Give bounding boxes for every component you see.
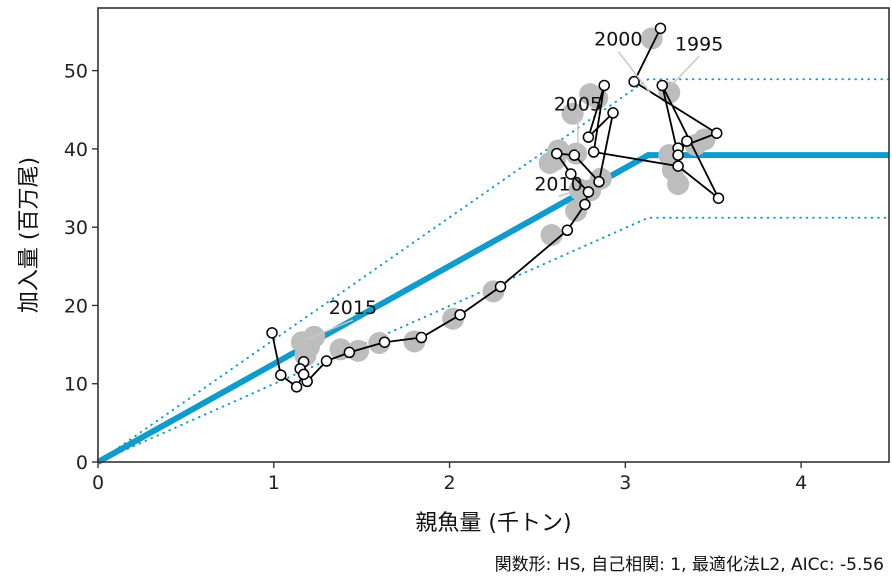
observed-point bbox=[672, 149, 684, 161]
x-tick-label: 0 bbox=[92, 472, 104, 494]
fitted-hockey-stick-line bbox=[96, 152, 889, 465]
x-tick-label: 3 bbox=[619, 472, 631, 494]
observed-point bbox=[266, 327, 278, 339]
year-label: 2000 bbox=[594, 29, 642, 51]
observed-point bbox=[494, 280, 507, 293]
observed-point bbox=[654, 22, 667, 35]
observed-point bbox=[628, 75, 640, 88]
fit-layer bbox=[96, 78, 890, 465]
observed-series-path bbox=[271, 27, 720, 388]
observed-point bbox=[587, 146, 600, 158]
predicted-point bbox=[667, 173, 690, 196]
year-label: 2005 bbox=[554, 94, 602, 116]
year-label-leader bbox=[670, 55, 700, 87]
upper-interval-line bbox=[97, 78, 890, 463]
year-label-leader bbox=[617, 51, 651, 93]
year-label: 2015 bbox=[329, 297, 377, 319]
plot-frame bbox=[97, 7, 890, 463]
chart-caption: 関数形: HS, 自己相関: 1, 最適化法L2, AICc: -5.56 bbox=[495, 555, 884, 575]
observed-point bbox=[561, 224, 574, 237]
year-label: 2010 bbox=[534, 173, 582, 195]
y-tick-label: 10 bbox=[64, 374, 88, 396]
x-axis-title: 親魚量 (千トン) bbox=[415, 511, 571, 536]
observed-point bbox=[454, 309, 466, 321]
observed-point bbox=[710, 127, 723, 139]
observed-point bbox=[551, 147, 563, 160]
x-tick-label: 1 bbox=[268, 472, 280, 494]
observed-point bbox=[343, 346, 356, 359]
observed-point bbox=[297, 368, 310, 381]
observed-point bbox=[593, 176, 605, 188]
x-tick-label: 2 bbox=[444, 472, 456, 494]
observed-point bbox=[681, 135, 693, 147]
observed-point bbox=[607, 107, 619, 119]
x-tick-label: 4 bbox=[795, 472, 807, 494]
lower-interval-line bbox=[97, 216, 890, 463]
year-label: 1995 bbox=[675, 33, 723, 55]
observed-point bbox=[712, 192, 725, 204]
year-labels-layer: 1995 2000 2005 2010 2015 bbox=[305, 29, 723, 341]
observed-point bbox=[582, 131, 595, 143]
observed-point bbox=[656, 79, 668, 92]
observed-points-layer bbox=[266, 22, 725, 393]
observed-point bbox=[598, 79, 610, 92]
observed-point bbox=[378, 336, 391, 348]
observed-point bbox=[320, 355, 333, 367]
observed-point bbox=[275, 369, 287, 381]
y-tick-label: 50 bbox=[64, 61, 88, 83]
y-axis-title: 加入量 (百万尾) bbox=[17, 157, 42, 313]
y-tick-label: 0 bbox=[76, 452, 88, 474]
observed-point bbox=[568, 149, 581, 161]
y-tick-label: 40 bbox=[64, 139, 88, 161]
observed-point bbox=[290, 381, 303, 393]
observed-point bbox=[579, 198, 591, 211]
y-tick-label: 30 bbox=[64, 217, 88, 239]
observed-point bbox=[582, 186, 595, 198]
year-label-leader bbox=[305, 319, 354, 341]
predicted-point bbox=[540, 224, 563, 246]
observed-path-layer bbox=[271, 27, 720, 388]
observed-point bbox=[565, 168, 577, 180]
y-tick-label: 20 bbox=[64, 295, 88, 317]
year-label-leader bbox=[558, 191, 573, 198]
observed-point bbox=[672, 160, 684, 172]
observed-point bbox=[415, 331, 428, 344]
